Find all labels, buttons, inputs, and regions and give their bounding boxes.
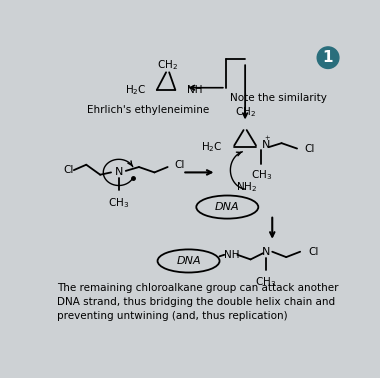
Text: H$_2$C: H$_2$C	[125, 83, 147, 97]
Text: 1: 1	[323, 50, 333, 65]
Text: Ehrlich's ethyleneimine: Ehrlich's ethyleneimine	[87, 105, 209, 115]
Ellipse shape	[196, 195, 258, 218]
Text: CH$_2$: CH$_2$	[234, 105, 256, 119]
Text: CH$_3$: CH$_3$	[108, 196, 130, 210]
Text: NH$_2$: NH$_2$	[236, 180, 257, 194]
Text: N: N	[262, 247, 270, 257]
Text: DNA: DNA	[215, 202, 240, 212]
Text: Cl: Cl	[308, 247, 318, 257]
Text: CH$_3$: CH$_3$	[251, 169, 272, 182]
Ellipse shape	[158, 249, 220, 273]
Text: Cl: Cl	[305, 144, 315, 153]
Text: H$_2$C: H$_2$C	[201, 140, 223, 154]
Circle shape	[317, 47, 339, 68]
Text: Cl: Cl	[174, 161, 185, 170]
Text: NH: NH	[187, 85, 203, 95]
Text: N: N	[115, 167, 123, 177]
Text: $^+$: $^+$	[263, 135, 272, 145]
Text: N: N	[261, 141, 270, 150]
Text: The remaining chloroalkane group can attack another
DNA strand, thus bridging th: The remaining chloroalkane group can att…	[57, 282, 338, 321]
Text: NH: NH	[224, 250, 240, 260]
Text: Note the similarity: Note the similarity	[230, 93, 326, 103]
Text: DNA: DNA	[176, 256, 201, 266]
Text: CH$_2$: CH$_2$	[157, 58, 178, 71]
Text: CH$_3$: CH$_3$	[255, 275, 277, 289]
Text: Cl: Cl	[63, 165, 73, 175]
